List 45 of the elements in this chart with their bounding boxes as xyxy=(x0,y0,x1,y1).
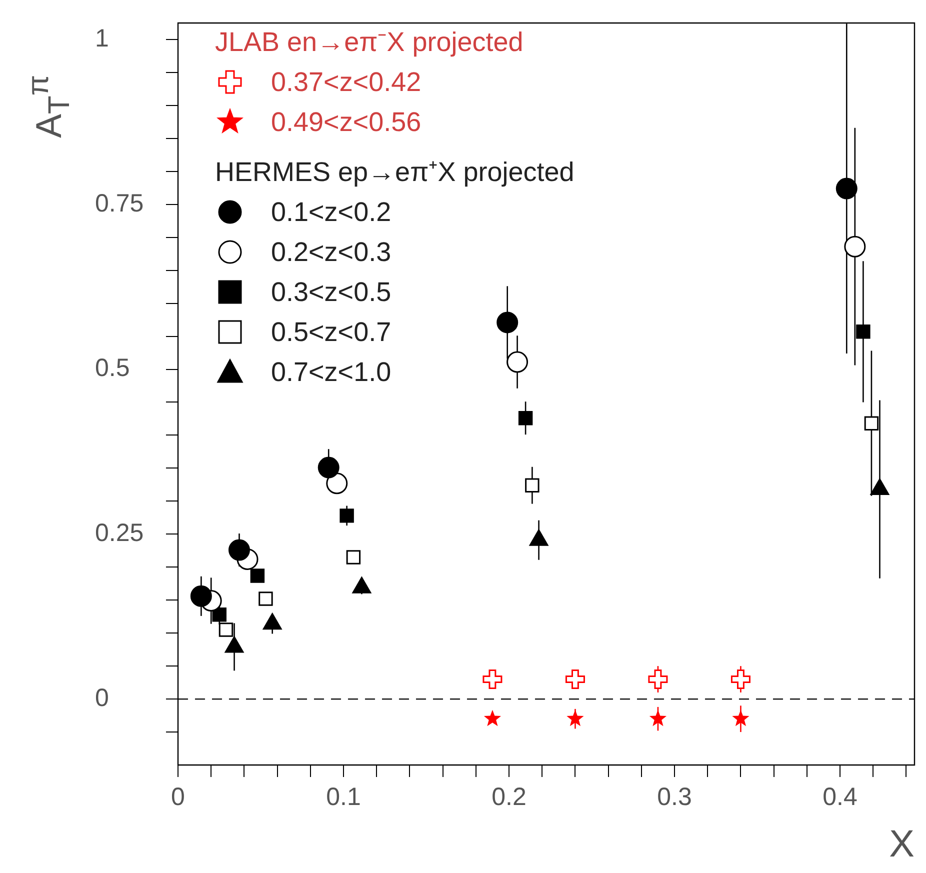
point xyxy=(566,710,584,726)
point xyxy=(864,416,879,430)
point xyxy=(649,710,667,726)
point xyxy=(326,472,348,494)
point xyxy=(844,236,866,258)
legend-label: 0.2<z<0.3 xyxy=(271,236,392,269)
point xyxy=(730,670,750,690)
point xyxy=(346,550,361,564)
legend-label: 0.5<z<0.7 xyxy=(271,316,392,349)
x-tick-label: 0.3 xyxy=(657,782,692,811)
x-axis-title: X xyxy=(889,824,914,866)
y-tick-label: 0.5 xyxy=(95,354,130,382)
legend-label: 0.7<z<1.0 xyxy=(271,356,392,389)
annotation: HERMES ep→eπ⁺X projected xyxy=(215,156,574,189)
point xyxy=(218,622,234,637)
point xyxy=(228,539,250,561)
point xyxy=(258,592,273,606)
point xyxy=(565,670,585,690)
x-tick-label: 0.1 xyxy=(326,782,361,811)
point xyxy=(525,478,540,492)
point xyxy=(190,585,212,607)
y-tick-label: 0.25 xyxy=(95,519,144,548)
point xyxy=(836,178,858,200)
y-tick-label: 0 xyxy=(95,684,109,712)
point xyxy=(496,312,518,334)
point xyxy=(518,410,533,426)
x-tick-label: 0 xyxy=(171,782,185,811)
legend-label: 0.1<z<0.2 xyxy=(271,196,392,229)
y-tick-label: 0.75 xyxy=(95,189,144,218)
legend-label: 0.49<z<0.56 xyxy=(271,106,422,139)
point xyxy=(482,670,502,690)
point xyxy=(856,324,870,339)
legend-label: 0.37<z<0.42 xyxy=(271,66,422,99)
point xyxy=(484,710,502,726)
legend-label: 0.3<z<0.5 xyxy=(271,276,392,309)
x-tick-label: 0.4 xyxy=(822,782,858,811)
point xyxy=(648,670,668,690)
point xyxy=(318,456,340,478)
y-tick-label: 1 xyxy=(95,24,109,52)
point xyxy=(340,508,354,523)
annotation: JLAB en→eπ⁻X projected xyxy=(215,26,524,59)
x-tick-label: 0.2 xyxy=(492,782,526,811)
point xyxy=(506,351,528,373)
point xyxy=(250,568,265,583)
point xyxy=(732,710,750,726)
